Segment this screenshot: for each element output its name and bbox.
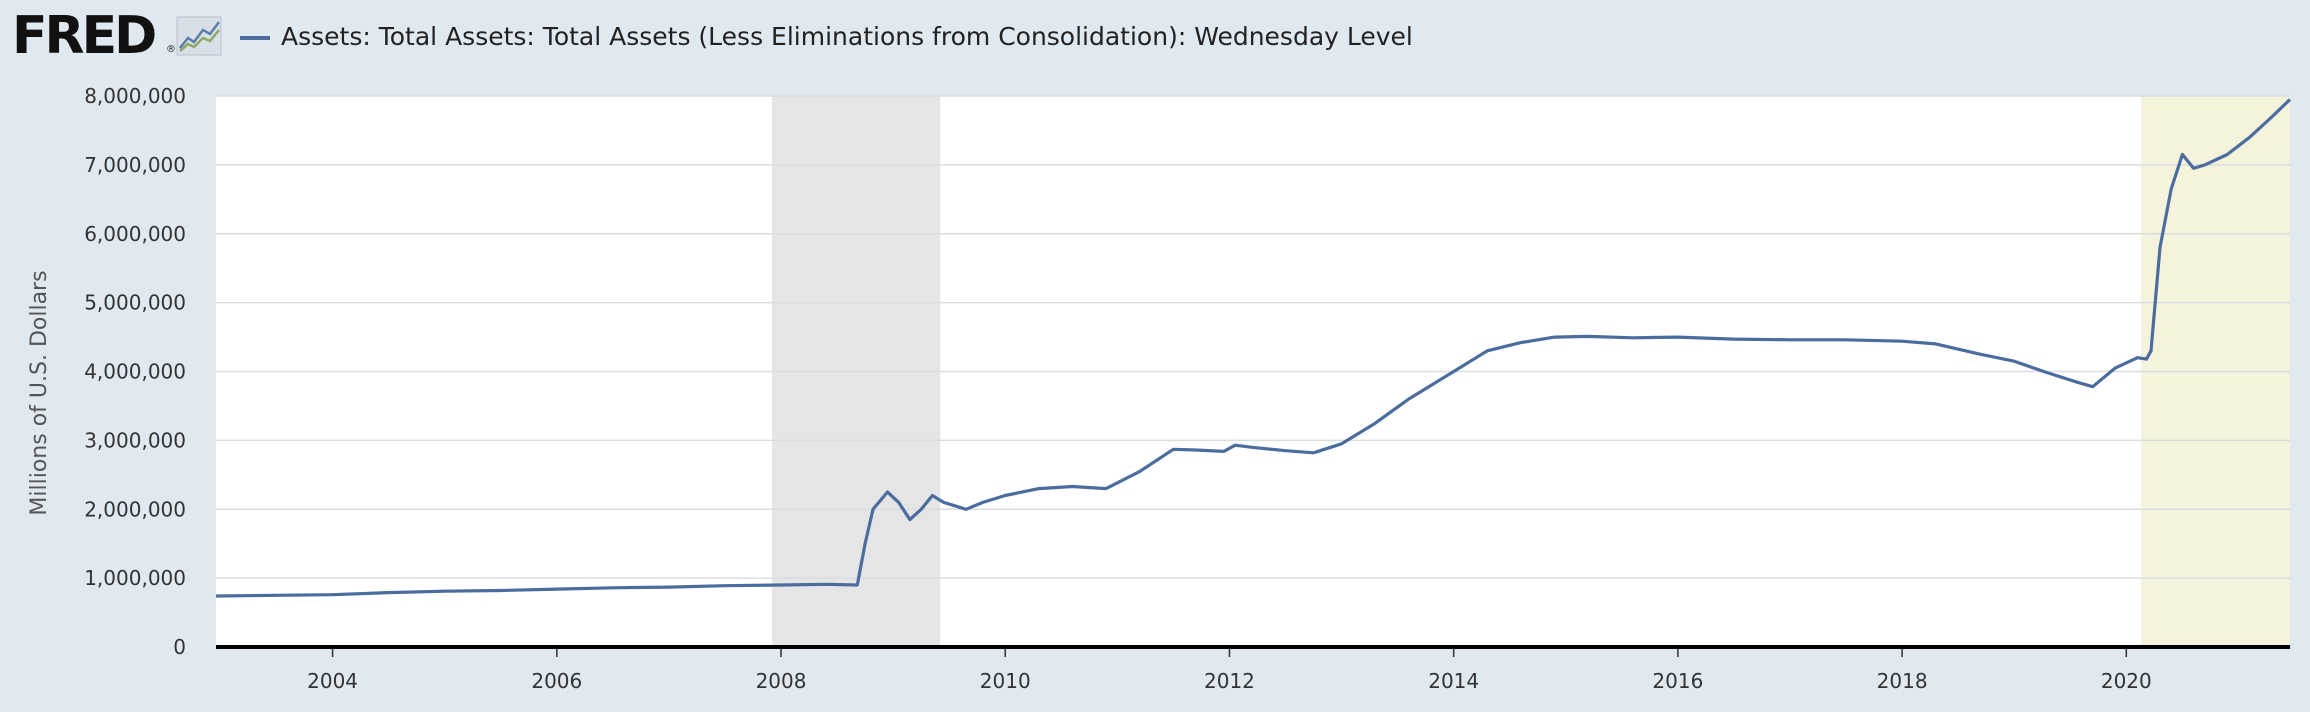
x-tick-label: 2012 (1204, 669, 1255, 693)
y-axis: 0 1,000,000 2,000,000 3,000,000 4,000,000 5,0… (84, 84, 186, 659)
y-tick-label: 7,000,000 (84, 153, 186, 177)
x-tick-label: 2008 (756, 669, 807, 693)
y-tick-label: 5,000,000 (84, 291, 186, 315)
y-axis-title: Millions of U.S. Dollars (27, 270, 52, 515)
legend-line-swatch (240, 36, 270, 40)
x-tick-label: 2020 (2101, 669, 2152, 693)
y-tick-label: 8,000,000 (84, 84, 186, 108)
legend-label[interactable]: Assets: Total Assets: Total Assets (Less… (281, 22, 1413, 51)
x-tick-label: 2010 (980, 669, 1031, 693)
y-tick-label: 4,000,000 (84, 360, 186, 384)
fred-graph-icon (176, 16, 222, 56)
x-axis: 2004 2006 2008 2010 2012 2014 2016 2018 2020 (307, 647, 2152, 693)
fred-logo[interactable]: FRED (12, 6, 157, 66)
y-tick-label: 0 (173, 635, 186, 659)
x-tick-label: 2006 (531, 669, 582, 693)
y-tick-label: 6,000,000 (84, 222, 186, 246)
gridlines (216, 95, 2290, 579)
x-tick-label: 2004 (307, 669, 358, 693)
y-tick-label: 3,000,000 (84, 428, 186, 452)
y-tick-label: 1,000,000 (84, 566, 186, 590)
x-tick-label: 2018 (1877, 669, 1928, 693)
series-line[interactable] (215, 98, 2292, 598)
y-tick-label: 2,000,000 (84, 497, 186, 521)
x-tick-label: 2016 (1652, 669, 1703, 693)
x-tick-label: 2014 (1428, 669, 1479, 693)
chart-header: FRED ® Assets: Total Assets: Total Asset… (0, 0, 2310, 80)
logo-trademark: ® (166, 44, 176, 55)
